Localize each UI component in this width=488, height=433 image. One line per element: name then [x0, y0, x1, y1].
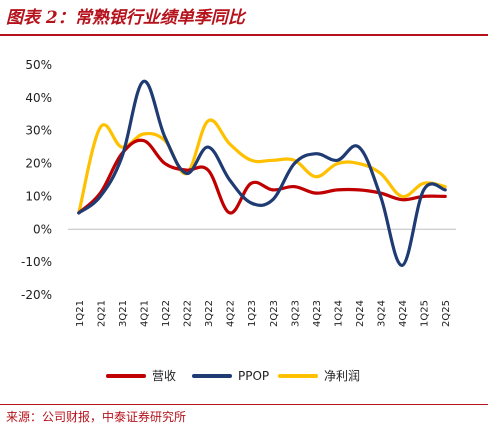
- series-line-net-profit: [77, 118, 447, 215]
- line-chart: 50% 40% 30% 20% 10% 0% -10% -20% 1Q21 2Q21 3Q21 4Q…: [21, 58, 456, 327]
- y-tick-label: 30%: [25, 124, 52, 138]
- x-tick-label: 1Q24: [333, 300, 344, 327]
- x-tick-label: 3Q23: [290, 300, 301, 327]
- legend-label-revenue: 营收: [152, 369, 177, 383]
- source-divider: [0, 404, 488, 405]
- x-tick-label: 2Q23: [269, 300, 280, 327]
- x-tick-label: 2Q22: [183, 300, 194, 327]
- chart-title: 图表 2：常熟银行业绩单季同比: [6, 8, 245, 28]
- x-tick-label: 1Q23: [247, 300, 258, 327]
- y-tick-label: 50%: [25, 58, 52, 72]
- x-tick-label: 3Q21: [118, 300, 129, 327]
- y-axis: 50% 40% 30% 20% 10% 0% -10% -20%: [21, 58, 52, 302]
- y-tick-label: 40%: [25, 91, 52, 105]
- x-tick-label: 4Q23: [312, 300, 323, 327]
- title-divider: [0, 34, 488, 36]
- x-tick-label: 2Q24: [355, 300, 366, 327]
- y-tick-label: 10%: [25, 189, 52, 203]
- x-tick-label: 2Q21: [96, 300, 107, 327]
- source-note: 来源：公司财报，中泰证券研究所: [6, 410, 187, 424]
- legend-swatch-revenue: [106, 374, 146, 378]
- legend-label-ppop: PPOP: [238, 369, 270, 383]
- y-tick-label: -20%: [21, 288, 52, 302]
- x-axis: 1Q21 2Q21 3Q21 4Q21 1Q22 2Q22 3Q22 4Q22 1Q23 2Q23…: [68, 228, 456, 327]
- series-layer: [77, 79, 447, 268]
- series-line-revenue: [77, 138, 447, 215]
- y-tick-label: -10%: [21, 255, 52, 269]
- legend-swatch-net-profit: [278, 374, 318, 378]
- x-tick-label: 4Q21: [139, 300, 150, 327]
- legend: 营收 PPOP 净利润: [0, 366, 488, 386]
- legend-label-net-profit: 净利润: [324, 369, 361, 383]
- legend-swatch-ppop: [192, 374, 232, 378]
- y-tick-label: 0%: [33, 222, 52, 236]
- x-tick-label: 1Q21: [75, 300, 86, 327]
- x-tick-label: 2Q25: [441, 300, 452, 327]
- series-line-ppop: [77, 79, 447, 268]
- x-tick-label: 3Q22: [204, 300, 215, 327]
- x-tick-label: 1Q25: [420, 300, 431, 327]
- x-tick-label: 1Q22: [161, 300, 172, 327]
- y-tick-label: 20%: [25, 157, 52, 171]
- x-tick-label: 4Q22: [226, 300, 237, 327]
- x-tick-label: 3Q24: [377, 300, 388, 327]
- x-tick-label: 4Q24: [398, 300, 409, 327]
